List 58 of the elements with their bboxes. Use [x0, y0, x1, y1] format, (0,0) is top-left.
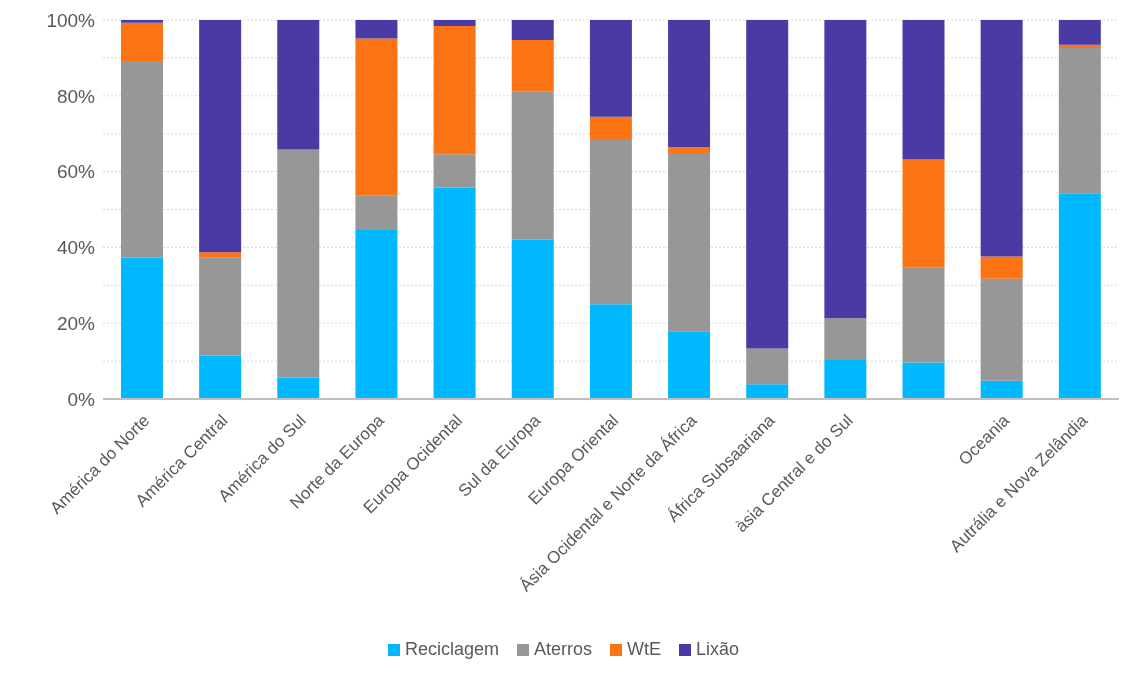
bar — [1058, 20, 1101, 45]
bar — [824, 20, 867, 319]
bar — [120, 257, 163, 399]
y-tick-label: 100% — [46, 9, 96, 31]
bar — [589, 116, 632, 140]
bar — [668, 20, 711, 147]
bar — [433, 20, 476, 27]
bar — [902, 159, 945, 268]
bar — [589, 304, 632, 399]
legend-label: Reciclagem — [404, 639, 499, 660]
bar — [980, 256, 1023, 279]
bar — [746, 20, 789, 349]
bar — [199, 20, 242, 253]
bar — [511, 239, 554, 399]
bar — [355, 38, 398, 196]
bar — [980, 380, 1023, 399]
bar — [668, 331, 711, 399]
y-tick-label: 60% — [56, 161, 96, 183]
bar — [902, 20, 945, 160]
legend-label: Aterros — [533, 639, 593, 660]
bar — [824, 359, 867, 399]
bar — [746, 348, 789, 385]
legend-label: WtE — [627, 639, 662, 660]
bar — [1058, 193, 1101, 399]
bar — [355, 229, 398, 399]
bar — [511, 20, 554, 41]
bar — [433, 154, 476, 188]
bar — [589, 20, 632, 117]
bar — [980, 278, 1023, 381]
bar — [355, 20, 398, 39]
bar — [824, 318, 867, 360]
bar — [277, 377, 320, 399]
bar — [511, 91, 554, 240]
bar — [199, 257, 242, 356]
bar — [902, 362, 945, 399]
bar — [746, 384, 789, 399]
bar — [668, 146, 711, 154]
bar — [589, 139, 632, 305]
bar — [120, 60, 163, 258]
y-tick-label: 20% — [56, 312, 96, 334]
bar — [980, 20, 1023, 257]
bar — [433, 26, 476, 155]
bar — [199, 252, 242, 258]
bar — [120, 20, 163, 23]
bar — [277, 20, 320, 150]
bar — [1058, 48, 1101, 194]
y-tick-label: 40% — [56, 237, 96, 259]
bar — [433, 187, 476, 399]
y-tick-label: 80% — [56, 85, 96, 107]
y-tick-label: 0% — [67, 388, 96, 410]
bar — [355, 195, 398, 230]
bar — [199, 355, 242, 399]
bar — [120, 22, 163, 61]
bar — [668, 153, 711, 332]
legend-label: Lixão — [696, 639, 740, 660]
bar — [511, 40, 554, 92]
bar — [277, 149, 320, 378]
bar — [902, 267, 945, 363]
